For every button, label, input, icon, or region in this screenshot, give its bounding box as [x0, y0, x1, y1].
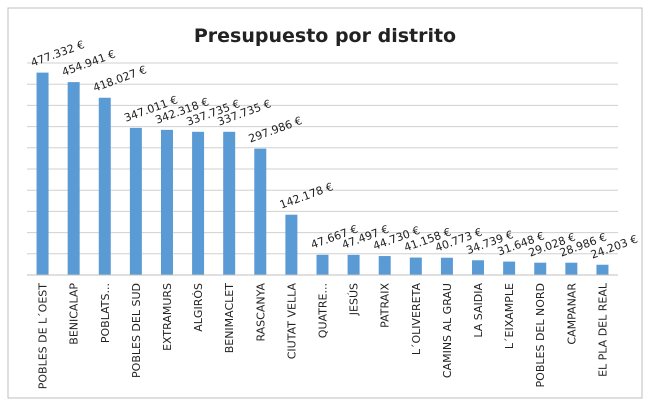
bar [223, 131, 236, 275]
bar [129, 127, 142, 275]
bar [285, 214, 298, 275]
bar [378, 256, 391, 275]
x-tick-label: BENICALAP [68, 283, 81, 345]
bar [192, 131, 205, 275]
x-tick-label: PATRAIX [379, 283, 392, 328]
x-tick-label: BENIMACLET [223, 283, 236, 354]
x-tick-label: RASCANYA [254, 283, 267, 342]
x-tick-label: JESÚS [348, 283, 361, 316]
x-tick-label: POBLES DEL SUD [130, 283, 143, 378]
x-tick-label: POBLATS... [99, 283, 112, 343]
bar [440, 257, 453, 275]
x-tick-label: CIUTAT VELLA [285, 283, 298, 360]
chart-frame [7, 7, 643, 399]
x-tick-label: EL PLA DEL REAL [596, 282, 609, 377]
x-tick-label: CAMINS AL GRAU [441, 283, 454, 378]
x-tick-label: EXTRAMURS [161, 283, 174, 351]
bar [316, 254, 329, 275]
bar [503, 261, 516, 275]
bar [472, 260, 485, 275]
bar [36, 72, 49, 275]
bar [67, 82, 80, 276]
bar [98, 97, 111, 275]
bar [409, 257, 422, 275]
bar [534, 262, 547, 275]
chart-title: Presupuesto por distrito [194, 25, 456, 47]
bar [254, 148, 267, 275]
x-tick-label: CAMPANAR [565, 283, 578, 345]
x-tick-label: L´EIXAMPLE [503, 283, 516, 349]
x-tick-label: LA SAIDIA [472, 283, 485, 338]
x-tick-label: QUATRE... [317, 283, 330, 338]
bar [347, 254, 360, 275]
x-tick-label: L´OLIVERETA [410, 283, 423, 356]
x-tick-label: ALGIRÓS [192, 283, 205, 332]
bar [565, 262, 578, 275]
x-tick-label: POBLES DE L´OEST [37, 283, 50, 390]
bar [596, 264, 609, 275]
bar [160, 129, 173, 275]
x-tick-label: POBLES DEL NORD [534, 283, 547, 387]
